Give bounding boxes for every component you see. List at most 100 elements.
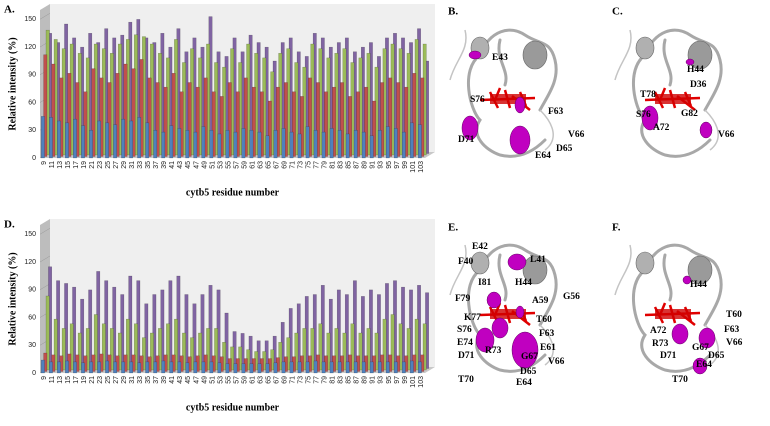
backbone <box>466 243 558 373</box>
bar <box>366 328 371 371</box>
bar <box>297 361 302 374</box>
x-tick-label: 15 <box>65 376 72 384</box>
y-tick-label: 30 <box>28 342 36 349</box>
x-tick-label: 69 <box>281 161 288 169</box>
bar <box>113 361 117 374</box>
residue-label: V66 <box>568 130 585 140</box>
x-tick-label: 63 <box>257 161 264 169</box>
bar <box>153 361 158 374</box>
x-tick-label: 51 <box>209 376 216 384</box>
residue-label: L41 <box>530 255 546 265</box>
bar <box>41 116 45 159</box>
x-tick-label: 19 <box>81 161 88 169</box>
bar <box>107 82 112 157</box>
x-tick-label: 35 <box>145 376 152 384</box>
bar <box>81 362 85 374</box>
x-tick-label: 35 <box>145 161 152 169</box>
bar <box>332 86 336 157</box>
bar <box>174 318 178 371</box>
bar <box>316 82 320 157</box>
bar <box>420 77 425 157</box>
bar <box>190 337 194 371</box>
backbone <box>631 243 723 373</box>
bar <box>422 323 427 371</box>
residue-label: D65 <box>708 351 725 361</box>
x-tick-label: 67 <box>273 161 280 169</box>
helix <box>470 251 490 275</box>
x-tick-label: 45 <box>185 376 192 384</box>
bar <box>267 100 272 157</box>
x-tick-label: 61 <box>249 161 256 169</box>
bar <box>171 73 176 157</box>
bar <box>412 73 417 157</box>
bar <box>150 332 154 371</box>
bar <box>369 361 374 374</box>
residue-label: T60 <box>726 310 742 320</box>
bar <box>302 328 307 371</box>
bar <box>115 73 120 157</box>
helix <box>635 36 655 60</box>
y-tick-label: 120 <box>24 44 36 51</box>
bar <box>217 362 222 374</box>
bar <box>243 77 248 157</box>
bar <box>97 120 101 159</box>
highlight-helix <box>468 50 482 60</box>
residue-label: H44 <box>687 65 704 75</box>
bar <box>321 361 326 374</box>
x-tick-label: 87 <box>354 376 361 384</box>
bar <box>129 361 134 374</box>
bar <box>406 328 411 371</box>
bar <box>91 68 96 157</box>
bar <box>342 332 347 371</box>
residue-label: T78 <box>640 90 656 100</box>
bar <box>297 133 302 159</box>
x-tick-label: 73 <box>298 376 305 384</box>
bar <box>101 323 106 371</box>
bar <box>198 332 202 371</box>
bar <box>409 122 414 159</box>
x-tick-label: 101 <box>410 161 417 173</box>
x-tick-label: 25 <box>105 161 112 169</box>
x-tick-label: 33 <box>137 161 144 169</box>
bar <box>273 362 278 374</box>
helix <box>522 40 548 70</box>
bar <box>93 314 98 371</box>
x-tick-label: 31 <box>129 376 136 384</box>
x-tick-label: 9 <box>41 161 48 165</box>
x-tick-label: 79 <box>322 161 329 169</box>
bar <box>161 131 166 159</box>
bar <box>390 314 395 371</box>
backbone <box>466 28 558 158</box>
y-tick-label: 150 <box>24 16 36 23</box>
bar <box>67 73 72 157</box>
bar <box>134 323 138 371</box>
x-tick-label: 25 <box>105 376 112 384</box>
bar <box>241 128 246 159</box>
y-tick-label: 90 <box>28 287 36 294</box>
x-tick-label: 41 <box>169 376 176 384</box>
bar <box>284 82 288 157</box>
x-tick-label: 75 <box>306 161 313 169</box>
x-tick-label: 11 <box>49 161 56 168</box>
residue-label: E64 <box>516 378 532 388</box>
bar <box>209 130 214 159</box>
residue-label: D36 <box>690 80 707 90</box>
bar <box>393 361 398 374</box>
bar <box>121 118 125 159</box>
bar <box>51 63 56 157</box>
bar <box>361 131 366 159</box>
bar <box>230 346 235 371</box>
x-tick-label: 71 <box>290 161 297 169</box>
bar <box>45 295 50 371</box>
residue-label: D65 <box>556 144 573 154</box>
bar <box>358 332 363 371</box>
y-axis-label: Relative intensity (%) <box>7 37 18 130</box>
highlight-helix <box>486 291 502 309</box>
x-tick-label: 37 <box>153 161 160 169</box>
bar <box>177 361 182 374</box>
x-tick-label: 81 <box>330 161 337 169</box>
residue-label: E64 <box>535 151 551 161</box>
bar <box>85 328 90 371</box>
bar <box>310 328 315 371</box>
bar <box>393 128 398 159</box>
